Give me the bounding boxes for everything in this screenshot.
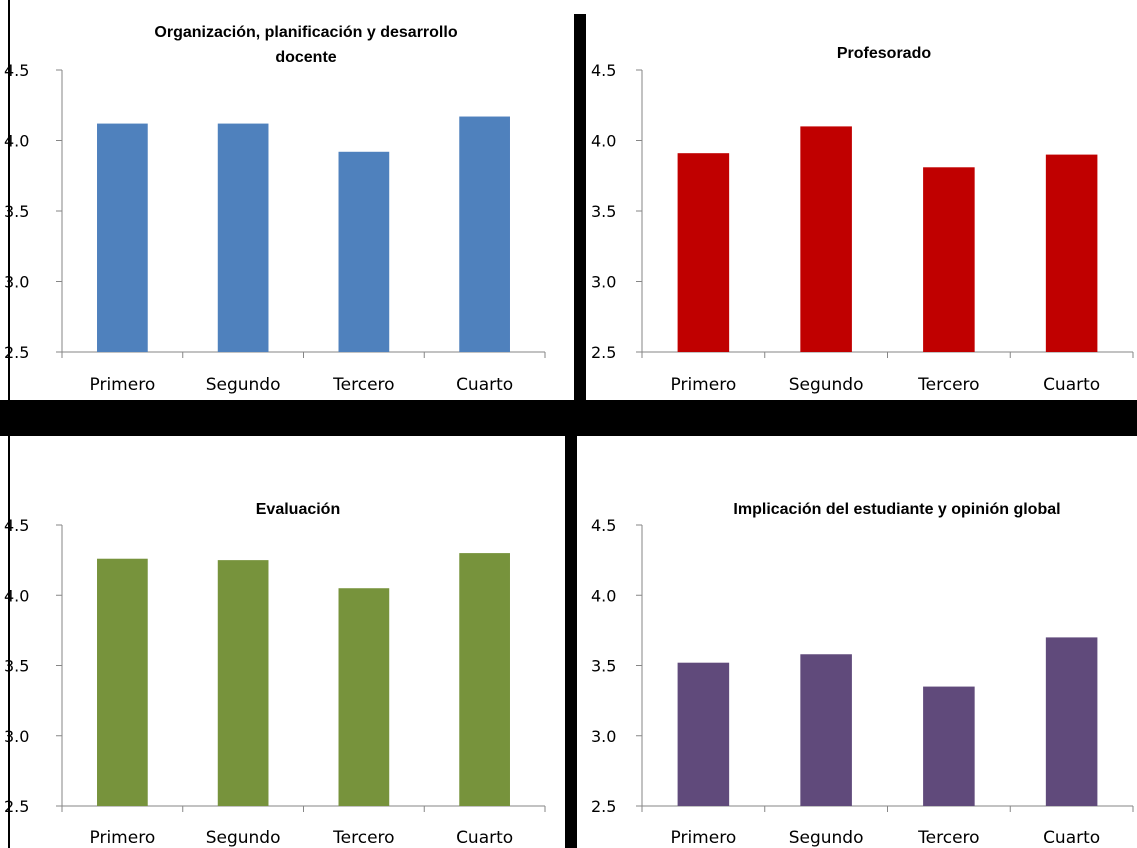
chart1-y-tick-label: 4.0 [4,132,29,151]
chart3-y-tick-label: 4.5 [4,516,29,535]
chart2-category-label: Segundo [789,375,864,395]
chart2-y-tick-label: 4.5 [591,61,616,80]
chart4-y-tick-label: 2.5 [591,797,616,816]
chart2-y-tick-label: 3.0 [591,273,616,292]
chart1-category-label: Tercero [332,375,394,395]
chart3-y-tick-label: 3.0 [4,727,29,746]
chart1-y-tick-label: 2.5 [4,343,29,362]
chart2-category-label: Primero [671,375,737,395]
chart4-bar-primero [677,662,730,806]
chart4-bar-tercero [923,686,975,806]
chart2-y-tick-label: 2.5 [591,343,616,362]
chart1-y-tick-label: 4.5 [4,61,29,80]
chart3-category-label: Tercero [332,828,394,848]
chart3-bar-cuarto [459,553,510,806]
chart4-y-tick-label: 4.5 [591,516,616,535]
chart2-bar-tercero [923,167,975,352]
chart4-y-tick-label: 3.0 [591,727,616,746]
chart2-bar-segundo [800,126,852,353]
chart4-y-tick-label: 4.0 [591,586,616,605]
chart3-title-line-1: Evaluación [256,501,340,518]
chart2-category-label: Tercero [917,375,979,395]
chart1-bar-segundo [217,123,269,352]
chart3-y-tick-label: 4.0 [4,586,29,605]
chart2-bar-primero [677,153,730,352]
chart4-bar-cuarto [1045,637,1098,806]
chart1-category-label: Cuarto [456,375,513,395]
left-border-bottom [8,436,10,848]
chart3-y-tick-label: 2.5 [4,797,29,816]
chart2-bar-cuarto [1045,154,1098,352]
chart1-title-line-2: docente [275,49,336,66]
horizontal-divider [0,400,1137,436]
chart1-bar-primero [97,123,148,352]
chart1-y-tick-label: 3.0 [4,273,29,292]
chart3-category-label: Cuarto [456,828,513,848]
chart3-y-tick-label: 3.5 [4,657,29,676]
chart3-bar-segundo [217,560,269,806]
chart1-bar-cuarto [459,116,510,352]
chart2-title-line-1: Profesorado [837,45,931,62]
chart3-bar-tercero [338,588,390,806]
chart1-category-label: Primero [90,375,156,395]
chart4-bar-segundo [800,654,852,806]
chart3-bar-primero [97,558,148,806]
chart4-category-label: Tercero [917,828,979,848]
chart2-category-label: Cuarto [1043,375,1100,395]
vertical-divider-bottom [565,436,577,848]
left-border-top [8,0,10,400]
chart1-bar-tercero [338,151,390,352]
chart2-y-tick-label: 4.0 [591,132,616,151]
chart1-category-label: Segundo [206,375,281,395]
chart1-title-line-1: Organización, planificación y desarrollo [154,24,457,41]
chart4-category-label: Primero [671,828,737,848]
chart4-category-label: Segundo [789,828,864,848]
chart4-y-tick-label: 3.5 [591,657,616,676]
chart1-y-tick-label: 3.5 [4,202,29,221]
chart3-category-label: Segundo [206,828,281,848]
chart4-title-line-1: Implicación del estudiante y opinión glo… [733,501,1060,518]
chart2-y-tick-label: 3.5 [591,202,616,221]
vertical-divider-top [574,14,586,400]
chart4-category-label: Cuarto [1043,828,1100,848]
chart3-category-label: Primero [90,828,156,848]
